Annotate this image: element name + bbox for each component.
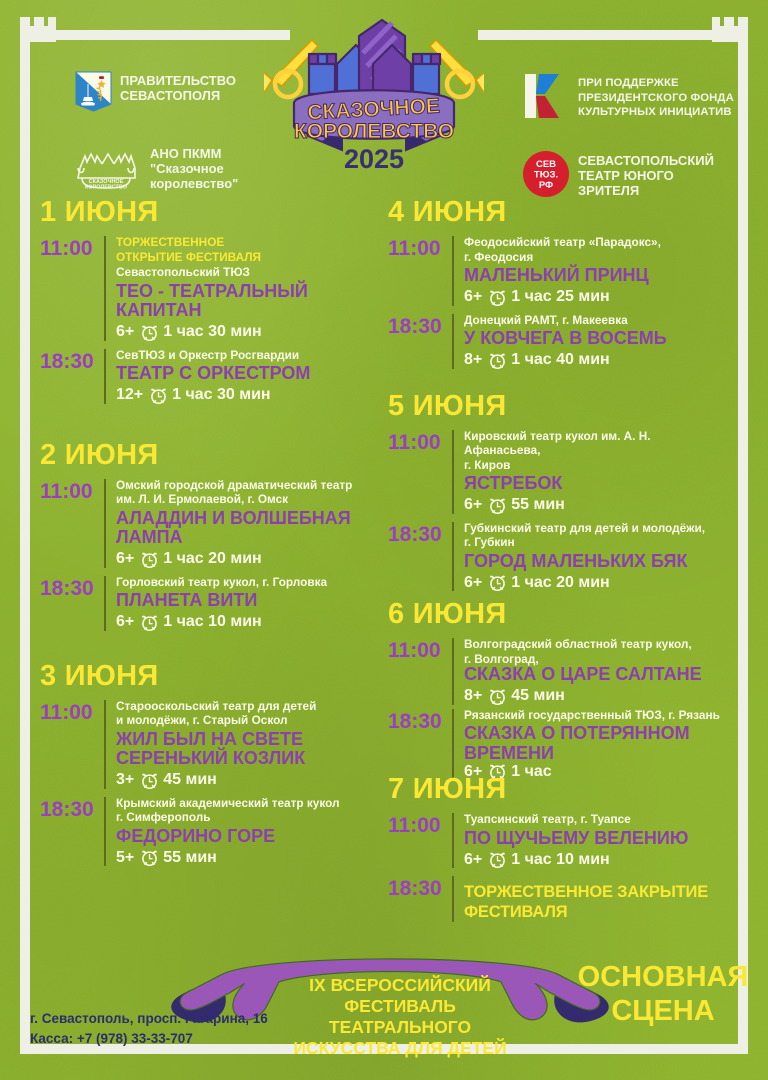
svg-text:ТЮЗ.: ТЮЗ. — [534, 170, 558, 181]
svg-text:СЕВ: СЕВ — [536, 159, 556, 170]
svg-text:2025: 2025 — [344, 144, 404, 174]
svg-text:КОРОЛЕВСТВО: КОРОЛЕВСТВО — [294, 120, 454, 143]
svg-text:РФ: РФ — [539, 180, 553, 191]
svg-text:КОРОЛЕВСТВО: КОРОЛЕВСТВО — [85, 185, 128, 191]
